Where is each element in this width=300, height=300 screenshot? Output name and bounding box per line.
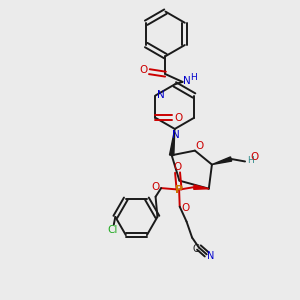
Text: C: C <box>192 244 199 254</box>
Text: O: O <box>152 182 160 191</box>
Text: O: O <box>139 65 147 75</box>
Text: P: P <box>175 184 183 195</box>
Text: O: O <box>181 202 189 213</box>
Text: Cl: Cl <box>107 225 117 235</box>
Text: N: N <box>183 76 190 86</box>
Text: O: O <box>174 162 182 172</box>
Text: N: N <box>172 130 180 140</box>
Polygon shape <box>194 185 209 189</box>
Text: H: H <box>190 73 197 82</box>
Text: O: O <box>174 113 182 123</box>
Text: H: H <box>247 156 254 165</box>
Polygon shape <box>212 157 232 165</box>
Text: N: N <box>157 90 165 100</box>
Text: O: O <box>250 152 259 162</box>
Polygon shape <box>169 129 175 155</box>
Text: N: N <box>207 251 215 261</box>
Text: O: O <box>196 141 204 151</box>
